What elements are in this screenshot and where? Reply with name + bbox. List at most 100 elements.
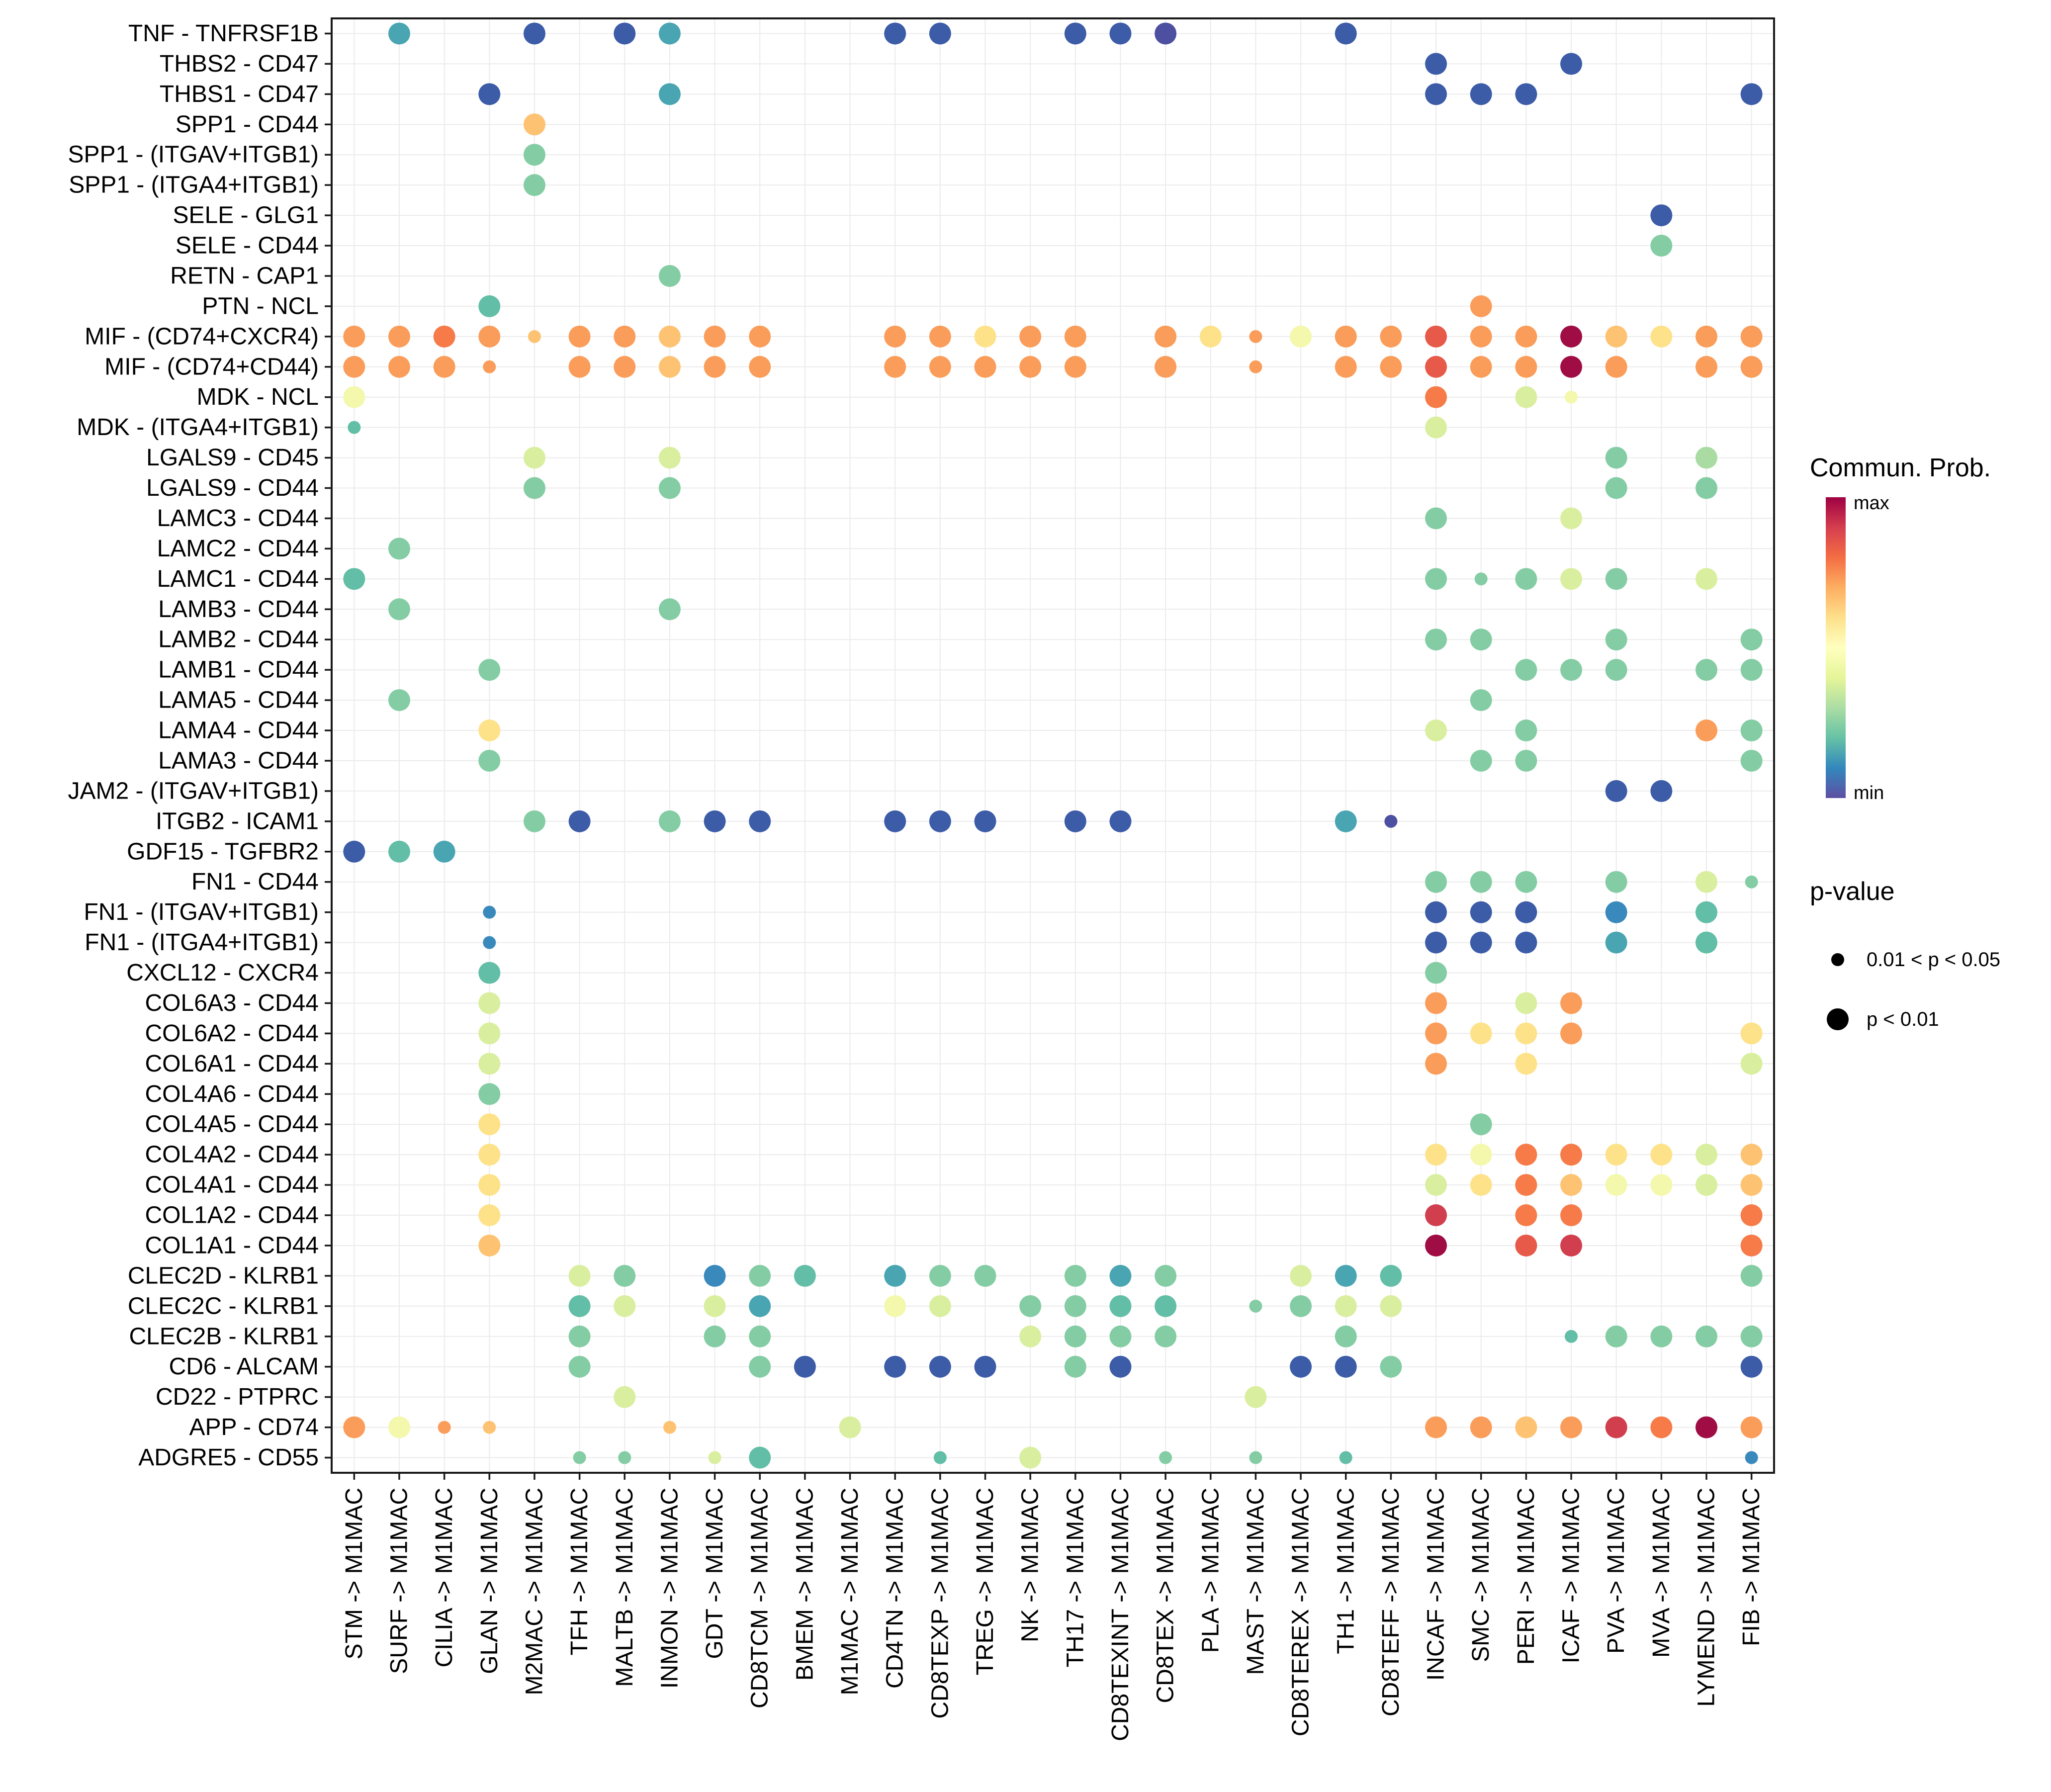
x-axis-label: STM -> M1MAC — [341, 1488, 367, 1659]
data-point — [1560, 507, 1583, 530]
data-point — [1605, 356, 1627, 378]
data-point — [1515, 386, 1537, 408]
data-point — [1335, 810, 1357, 832]
legend-size-label: 0.01 < p < 0.05 — [1867, 949, 2000, 971]
data-point — [1470, 628, 1492, 651]
data-point — [1019, 1446, 1042, 1469]
y-axis-label: COL6A1 - CD44 — [145, 1051, 319, 1077]
y-axis-label: COL4A1 - CD44 — [145, 1172, 319, 1198]
data-point — [483, 905, 496, 919]
y-axis-label: CD6 - ALCAM — [169, 1353, 319, 1380]
y-axis-label: ADGRE5 - CD55 — [138, 1444, 319, 1471]
x-axis-label: CD8TEFF -> M1MAC — [1378, 1488, 1404, 1716]
data-point — [1515, 719, 1537, 742]
data-point — [568, 356, 591, 378]
data-point — [1745, 875, 1758, 889]
data-point — [1290, 1355, 1312, 1378]
data-point — [1155, 22, 1177, 45]
legend-size-dot — [1831, 953, 1844, 966]
data-point — [1740, 1022, 1763, 1045]
data-point — [1605, 931, 1627, 954]
data-point — [1560, 568, 1583, 590]
data-point — [1695, 447, 1718, 469]
data-point — [1740, 1234, 1763, 1256]
data-point — [1470, 295, 1492, 317]
data-point — [1290, 325, 1312, 348]
data-point — [614, 356, 636, 378]
data-point — [1019, 356, 1042, 378]
data-point — [1249, 360, 1262, 373]
data-point — [1565, 390, 1578, 404]
data-point — [658, 325, 681, 348]
data-point — [933, 1451, 947, 1464]
data-point — [1425, 325, 1447, 348]
data-point — [1560, 1204, 1583, 1227]
data-point — [1470, 689, 1492, 712]
x-axis-label: CILIA -> M1MAC — [431, 1488, 457, 1667]
data-point — [1650, 1325, 1673, 1347]
data-point — [433, 840, 455, 863]
x-axis-label: MAST -> M1MAC — [1243, 1488, 1269, 1675]
data-point — [1425, 507, 1447, 530]
data-point — [1019, 1295, 1042, 1317]
data-point — [749, 1355, 771, 1378]
data-point — [1605, 871, 1627, 893]
data-point — [1470, 931, 1492, 954]
data-point — [1380, 356, 1402, 378]
data-point — [438, 1421, 451, 1434]
y-axis-label: MDK - NCL — [197, 384, 319, 410]
data-point — [1695, 1144, 1718, 1166]
data-point — [884, 22, 906, 45]
data-point — [704, 810, 726, 832]
data-point — [1605, 901, 1627, 923]
data-point — [929, 22, 951, 45]
data-point — [1745, 1451, 1758, 1464]
y-axis-label: ITGB2 - ICAM1 — [156, 808, 319, 834]
data-point — [1740, 749, 1763, 772]
data-point — [1425, 719, 1447, 742]
data-point — [1470, 83, 1492, 105]
data-point — [1425, 962, 1447, 984]
data-point — [483, 1421, 496, 1434]
data-point — [658, 810, 681, 832]
data-point — [1380, 325, 1402, 348]
data-point — [1515, 568, 1537, 590]
y-axis-label: SPP1 - CD44 — [176, 111, 319, 138]
data-point — [658, 83, 681, 105]
data-point — [478, 992, 501, 1014]
data-point — [1695, 356, 1718, 378]
y-axis-label: LAMC1 - CD44 — [157, 566, 319, 592]
data-point — [1470, 325, 1492, 348]
data-point — [1425, 1144, 1447, 1166]
x-axis-label: INCAF -> M1MAC — [1423, 1488, 1449, 1681]
data-point — [658, 477, 681, 499]
y-axis-label: COL4A2 - CD44 — [145, 1142, 319, 1168]
data-point — [478, 719, 501, 742]
data-point — [1695, 477, 1718, 499]
data-point — [1425, 901, 1447, 923]
data-point — [1064, 1295, 1086, 1317]
plot-background — [332, 18, 1774, 1473]
data-point — [478, 1022, 501, 1045]
data-point — [1605, 659, 1627, 681]
y-axis-label: MDK - (ITGA4+ITGB1) — [77, 414, 319, 441]
y-axis-label: LGALS9 - CD44 — [146, 475, 319, 501]
data-point — [388, 22, 410, 45]
data-point — [929, 1295, 951, 1317]
data-point — [478, 325, 501, 348]
data-point — [1425, 1053, 1447, 1075]
x-axis-label: M1MAC -> M1MAC — [837, 1488, 863, 1695]
x-axis-label: MVA -> M1MAC — [1648, 1488, 1675, 1658]
data-point — [1425, 356, 1447, 378]
data-point — [1740, 1204, 1763, 1227]
data-point — [1425, 931, 1447, 954]
data-point — [1109, 22, 1132, 45]
data-point — [884, 1355, 906, 1378]
data-point — [478, 1234, 501, 1256]
data-point — [523, 174, 545, 196]
data-point — [1425, 83, 1447, 105]
data-point — [618, 1451, 631, 1464]
data-point — [1425, 1022, 1447, 1045]
data-point — [1425, 1416, 1447, 1438]
data-point — [478, 83, 501, 105]
